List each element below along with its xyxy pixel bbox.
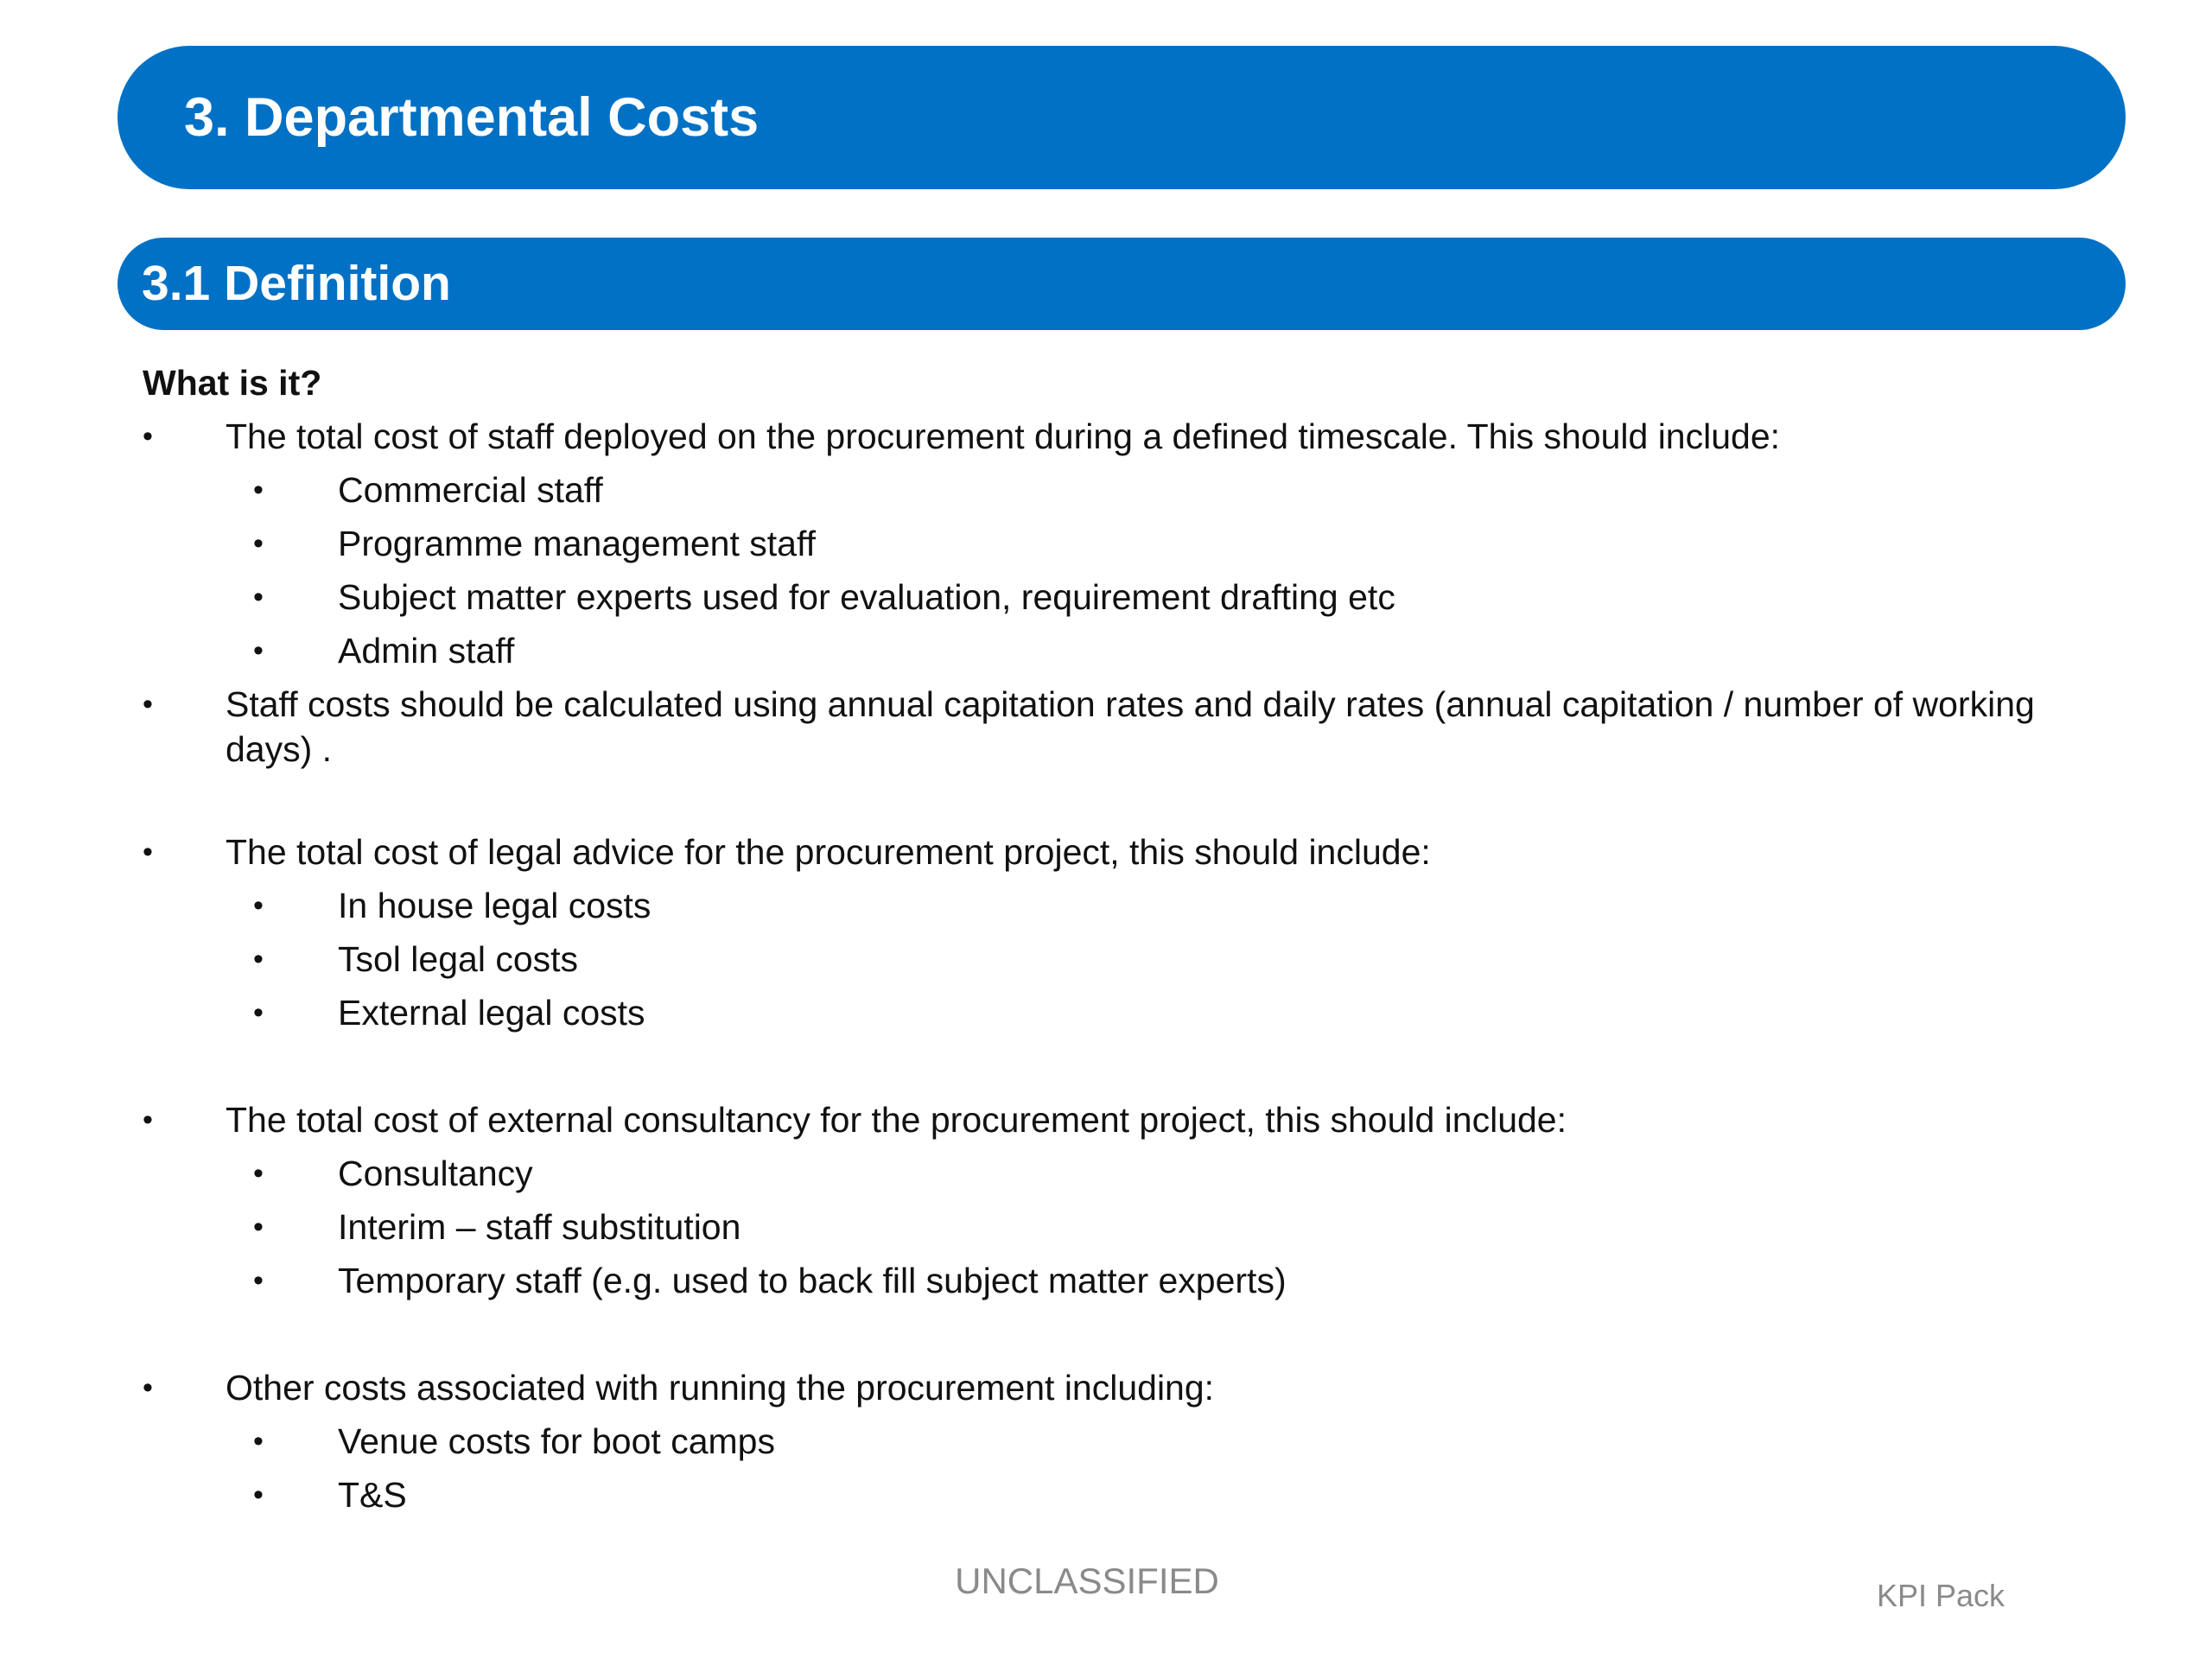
- sub-list-item-text: Programme management staff: [338, 524, 816, 563]
- spacer: [143, 1307, 2130, 1361]
- bullet: •: [253, 1264, 264, 1297]
- sub-list-item-text: Interim – staff substitution: [338, 1207, 741, 1247]
- bullet: •: [253, 1478, 264, 1511]
- list-item: • The total cost of legal advice for the…: [143, 825, 2130, 879]
- pack-label: KPI Pack: [1876, 1578, 2005, 1613]
- subsection-title: 3.1 Definition: [142, 256, 451, 311]
- sub-list-item: • Tsol legal costs: [143, 932, 2130, 986]
- sub-list-item-text: Commercial staff: [338, 470, 603, 510]
- sub-list-item: • Venue costs for boot camps: [143, 1414, 2130, 1468]
- spacer: [143, 1039, 2130, 1093]
- bullet: •: [253, 527, 264, 560]
- bullet: •: [143, 1103, 153, 1136]
- bullet: •: [143, 688, 153, 721]
- sub-list-item: • Consultancy: [143, 1147, 2130, 1200]
- sub-list-item-text: Tsol legal costs: [338, 939, 579, 979]
- bullet: •: [253, 1157, 264, 1190]
- definition-content: What is it? • The total cost of staff de…: [143, 356, 2130, 1522]
- classification-label: UNCLASSIFIED: [955, 1560, 1219, 1601]
- spacer: [143, 772, 2130, 825]
- bullet: •: [253, 581, 264, 613]
- sub-list-item: • Commercial staff: [143, 463, 2130, 517]
- sub-list-item: • Admin staff: [143, 624, 2130, 677]
- list-item-text: The total cost of external consultancy f…: [226, 1100, 1567, 1140]
- sub-list-item: • In house legal costs: [143, 879, 2130, 932]
- subsection-title-banner: 3.1 Definition: [118, 238, 2126, 330]
- list-item: • The total cost of staff deployed on th…: [143, 410, 2130, 463]
- bullet: •: [253, 889, 264, 922]
- list-item: • Staff costs should be calculated using…: [143, 677, 2130, 772]
- sub-list-item: • Programme management staff: [143, 517, 2130, 570]
- sub-list-item: • External legal costs: [143, 986, 2130, 1039]
- list-item: • The total cost of external consultancy…: [143, 1093, 2130, 1147]
- sub-list-item-text: In house legal costs: [338, 886, 652, 925]
- list-item-text: The total cost of legal advice for the p…: [226, 832, 1431, 872]
- sub-list-item-text: T&S: [338, 1475, 407, 1515]
- list-item-text: The total cost of staff deployed on the …: [226, 416, 1781, 456]
- list-item: • Other costs associated with running th…: [143, 1361, 2130, 1414]
- sub-list-item-text: Venue costs for boot camps: [338, 1421, 775, 1461]
- list-item-text: Staff costs should be calculated using a…: [226, 684, 2035, 769]
- sub-list-item-text: Consultancy: [338, 1154, 533, 1193]
- bullet: •: [143, 420, 153, 453]
- sub-list-item-text: Temporary staff (e.g. used to back fill …: [338, 1261, 1287, 1300]
- sub-list-item: • Interim – staff substitution: [143, 1200, 2130, 1254]
- bullet: •: [253, 634, 264, 667]
- bullet: •: [143, 1371, 153, 1404]
- sub-list-item: • Temporary staff (e.g. used to back fil…: [143, 1254, 2130, 1307]
- section-title: 3. Departmental Costs: [184, 87, 760, 148]
- sub-list-item-text: Admin staff: [338, 631, 515, 671]
- sub-list-item: • Subject matter experts used for evalua…: [143, 570, 2130, 624]
- sub-list-item-text: Subject matter experts used for evaluati…: [338, 577, 1395, 617]
- section-title-banner: 3. Departmental Costs: [118, 46, 2126, 189]
- bullet: •: [253, 474, 264, 506]
- bullet: •: [143, 836, 153, 868]
- bullet: •: [253, 1425, 264, 1458]
- bullet: •: [253, 1211, 264, 1243]
- bullet: •: [253, 943, 264, 976]
- question-heading: What is it?: [143, 363, 322, 403]
- sub-list-item-text: External legal costs: [338, 993, 645, 1033]
- sub-list-item: • T&S: [143, 1468, 2130, 1522]
- bullet: •: [253, 996, 264, 1029]
- list-item-text: Other costs associated with running the …: [226, 1368, 1215, 1408]
